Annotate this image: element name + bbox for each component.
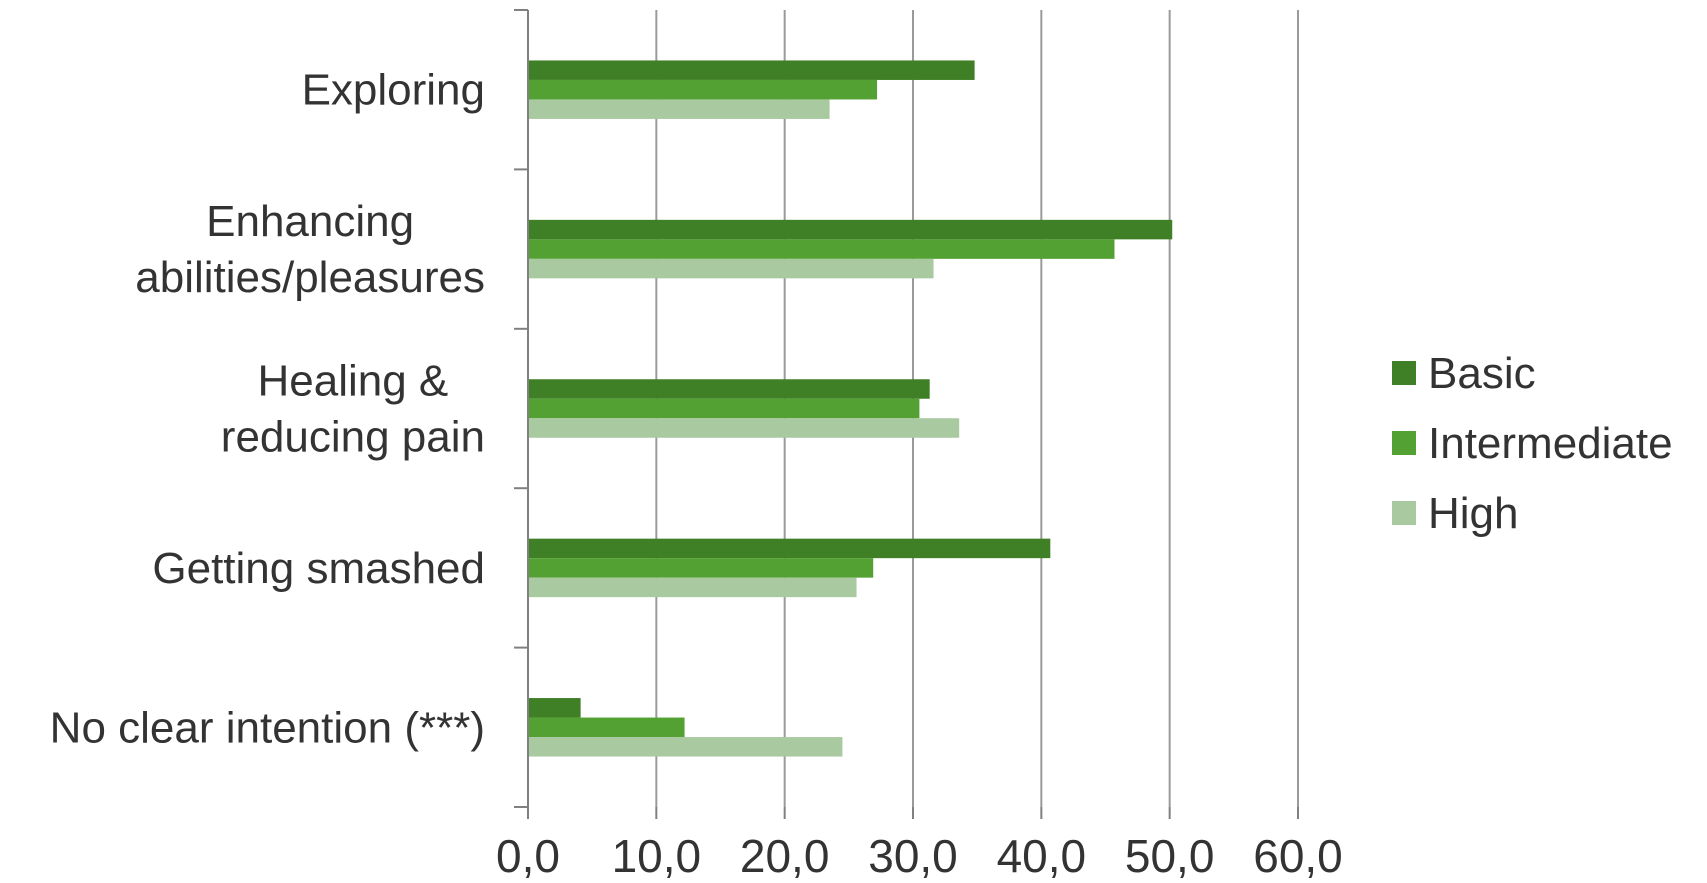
bar-basic-1 xyxy=(528,220,1172,240)
legend-label-basic: Basic xyxy=(1428,349,1536,398)
x-tick-label: 20,0 xyxy=(740,830,830,882)
category-label-line: abilities/pleasures xyxy=(135,253,485,302)
legend: Basic Intermediate High xyxy=(1392,349,1673,538)
bar-high-1 xyxy=(528,259,934,279)
bar-basic-3 xyxy=(528,539,1050,559)
x-tick-label: 60,0 xyxy=(1253,830,1343,882)
legend-label-intermediate: Intermediate xyxy=(1428,419,1673,468)
category-label-line: Getting smashed xyxy=(152,544,485,593)
bar-basic-4 xyxy=(528,698,581,718)
bar-intermediate-2 xyxy=(528,399,919,419)
category-label-line: No clear intention (***) xyxy=(50,703,485,752)
bar-basic-0 xyxy=(528,60,975,79)
category-label-line: Enhancing xyxy=(206,197,414,246)
category-label: No clear intention (***) xyxy=(50,703,485,752)
bar-high-3 xyxy=(528,578,857,598)
legend-swatch-basic xyxy=(1392,361,1416,385)
bar-high-0 xyxy=(528,99,830,119)
category-labels: Exploring Enhancing abilities/pleasures Hea… xyxy=(50,66,485,753)
category-label: Healing & reducing pain xyxy=(221,357,485,462)
bar-high-2 xyxy=(528,418,959,438)
legend-label-high: High xyxy=(1428,489,1519,538)
bar-intermediate-1 xyxy=(528,239,1114,259)
bar-intermediate-3 xyxy=(528,558,873,578)
category-label: Getting smashed xyxy=(152,544,485,593)
bar-intermediate-4 xyxy=(528,718,685,738)
legend-swatch-high xyxy=(1392,501,1416,525)
x-tick-label: 40,0 xyxy=(997,830,1087,882)
x-tick-label: 50,0 xyxy=(1125,830,1215,882)
category-label-line: reducing pain xyxy=(221,413,485,462)
bar-intermediate-0 xyxy=(528,80,877,100)
x-tick-label: 30,0 xyxy=(868,830,958,882)
category-label-line: Healing & xyxy=(258,357,449,406)
bar-basic-2 xyxy=(528,379,930,399)
category-label: Exploring xyxy=(302,66,485,115)
bar-high-4 xyxy=(528,737,842,757)
x-tick-labels: 0,0 10,0 20,0 30,0 40,0 50,0 60,0 xyxy=(496,830,1343,882)
x-tick-label: 0,0 xyxy=(496,830,560,882)
category-label: Enhancing abilities/pleasures xyxy=(135,197,485,302)
bars xyxy=(528,60,1172,756)
category-label-line: Exploring xyxy=(302,66,485,115)
legend-swatch-intermediate xyxy=(1392,431,1416,455)
x-tick-label: 10,0 xyxy=(612,830,702,882)
